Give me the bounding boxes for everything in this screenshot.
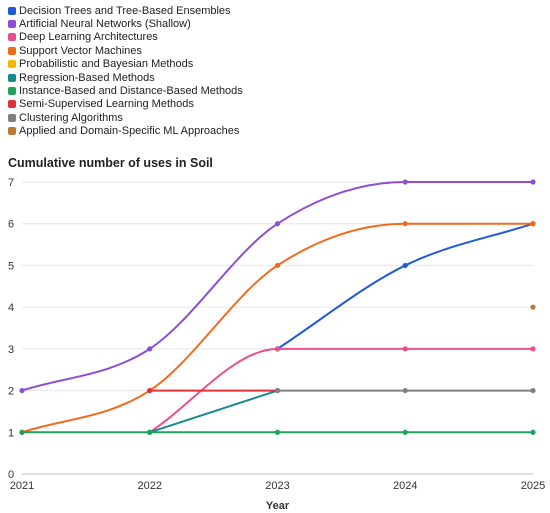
data-point: [402, 387, 408, 394]
legend-swatch: [8, 46, 16, 55]
y-tick-label: 2: [8, 386, 14, 398]
legend-label: Artificial Neural Networks (Shallow): [19, 18, 191, 31]
legend-item[interactable]: Regression-Based Methods: [8, 71, 243, 84]
y-tick-label: 3: [8, 344, 14, 356]
legend-item[interactable]: Decision Trees and Tree-Based Ensembles: [8, 4, 243, 17]
legend-swatch: [8, 87, 16, 96]
data-point: [402, 262, 408, 269]
legend-label: Clustering Algorithms: [19, 111, 123, 124]
data-point: [19, 429, 25, 435]
x-tick-label: 2024: [393, 480, 417, 492]
legend-item[interactable]: Clustering Algorithms: [8, 111, 243, 124]
data-point: [147, 387, 153, 394]
y-tick-label: 4: [8, 302, 14, 314]
x-tick-label: 2023: [265, 480, 289, 492]
data-point: [530, 179, 536, 185]
legend-item[interactable]: Applied and Domain-Specific ML Approache…: [8, 125, 243, 138]
legend-swatch: [8, 6, 16, 15]
legend-label: Semi-Supervised Learning Methods: [19, 98, 194, 111]
legend-label: Support Vector Machines: [19, 44, 142, 57]
y-tick-label: 5: [8, 260, 14, 272]
legend-label: Deep Learning Architectures: [19, 31, 158, 44]
series-line: [149, 389, 278, 434]
data-point: [274, 346, 281, 352]
y-tick-label: 6: [8, 219, 14, 231]
legend-swatch: [8, 127, 16, 136]
data-point: [530, 387, 536, 394]
chart-legend: Decision Trees and Tree-Based Ensembles A…: [8, 4, 243, 138]
legend-item[interactable]: Artificial Neural Networks (Shallow): [8, 17, 243, 30]
data-point: [530, 304, 536, 310]
data-point: [402, 429, 408, 435]
data-point: [274, 221, 281, 227]
legend-label: Applied and Domain-Specific ML Approache…: [19, 125, 240, 138]
legend-item[interactable]: Probabilistic and Bayesian Methods: [8, 58, 243, 71]
data-point: [19, 387, 25, 394]
series-line: [149, 347, 533, 434]
data-point: [274, 387, 281, 394]
data-point: [530, 429, 536, 435]
legend-swatch: [8, 33, 16, 42]
legend-label: Instance-Based and Distance-Based Method…: [19, 85, 243, 98]
legend-label: Regression-Based Methods: [19, 71, 155, 84]
x-tick-label: 2021: [10, 480, 34, 492]
data-point: [274, 429, 281, 435]
series-line: [21, 222, 533, 434]
legend-item[interactable]: Deep Learning Architectures: [8, 31, 243, 44]
data-point: [274, 262, 281, 269]
legend-label: Decision Trees and Tree-Based Ensembles: [19, 4, 231, 17]
y-tick-label: 1: [8, 427, 14, 439]
y-tick-label: 7: [8, 177, 14, 189]
legend-swatch: [8, 20, 16, 29]
data-point: [530, 346, 536, 352]
chart-title: Cumulative number of uses in Soil: [8, 156, 213, 170]
data-point: [402, 221, 408, 227]
legend-item[interactable]: Instance-Based and Distance-Based Method…: [8, 84, 243, 97]
legend-label: Probabilistic and Bayesian Methods: [19, 58, 194, 71]
data-point: [147, 429, 153, 435]
x-tick-label: 2025: [521, 480, 545, 492]
legend-swatch: [8, 73, 16, 82]
legend-swatch: [8, 60, 16, 69]
series-line: [276, 222, 534, 350]
data-point: [402, 346, 408, 352]
x-axis-title: Year: [266, 500, 290, 512]
series-line: [21, 180, 534, 392]
y-tick-label: 0: [8, 469, 14, 481]
legend-swatch: [8, 100, 16, 109]
data-point: [530, 221, 536, 227]
x-tick-label: 2022: [138, 480, 162, 492]
legend-swatch: [8, 113, 16, 122]
legend-item[interactable]: Support Vector Machines: [8, 44, 243, 57]
data-point: [147, 346, 153, 352]
legend-item[interactable]: Semi-Supervised Learning Methods: [8, 98, 243, 111]
data-point: [402, 179, 408, 185]
